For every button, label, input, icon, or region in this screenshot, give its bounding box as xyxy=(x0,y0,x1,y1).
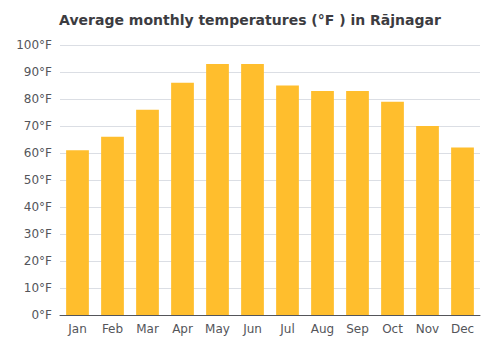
svg-text:Average monthly temperatures (: Average monthly temperatures (°F ) in Rā… xyxy=(59,12,441,28)
svg-text:Aug: Aug xyxy=(311,322,334,336)
svg-text:80°F: 80°F xyxy=(24,92,52,106)
svg-text:20°F: 20°F xyxy=(24,254,52,268)
svg-text:10°F: 10°F xyxy=(24,281,52,295)
svg-text:Dec: Dec xyxy=(451,322,474,336)
svg-text:100°F: 100°F xyxy=(16,38,52,52)
svg-text:90°F: 90°F xyxy=(24,65,52,79)
svg-text:May: May xyxy=(205,322,230,336)
svg-text:Sep: Sep xyxy=(346,322,369,336)
svg-text:Jul: Jul xyxy=(279,322,294,336)
svg-text:Feb: Feb xyxy=(102,322,123,336)
svg-text:50°F: 50°F xyxy=(24,173,52,187)
svg-text:Mar: Mar xyxy=(136,322,159,336)
svg-text:40°F: 40°F xyxy=(24,200,52,214)
svg-text:70°F: 70°F xyxy=(24,119,52,133)
svg-text:30°F: 30°F xyxy=(24,227,52,241)
svg-text:Nov: Nov xyxy=(416,322,439,336)
svg-text:Oct: Oct xyxy=(382,322,403,336)
svg-text:Jan: Jan xyxy=(67,322,87,336)
svg-text:Apr: Apr xyxy=(172,322,193,336)
svg-text:Jun: Jun xyxy=(242,322,262,336)
svg-text:60°F: 60°F xyxy=(24,146,52,160)
svg-text:0°F: 0°F xyxy=(31,308,52,322)
